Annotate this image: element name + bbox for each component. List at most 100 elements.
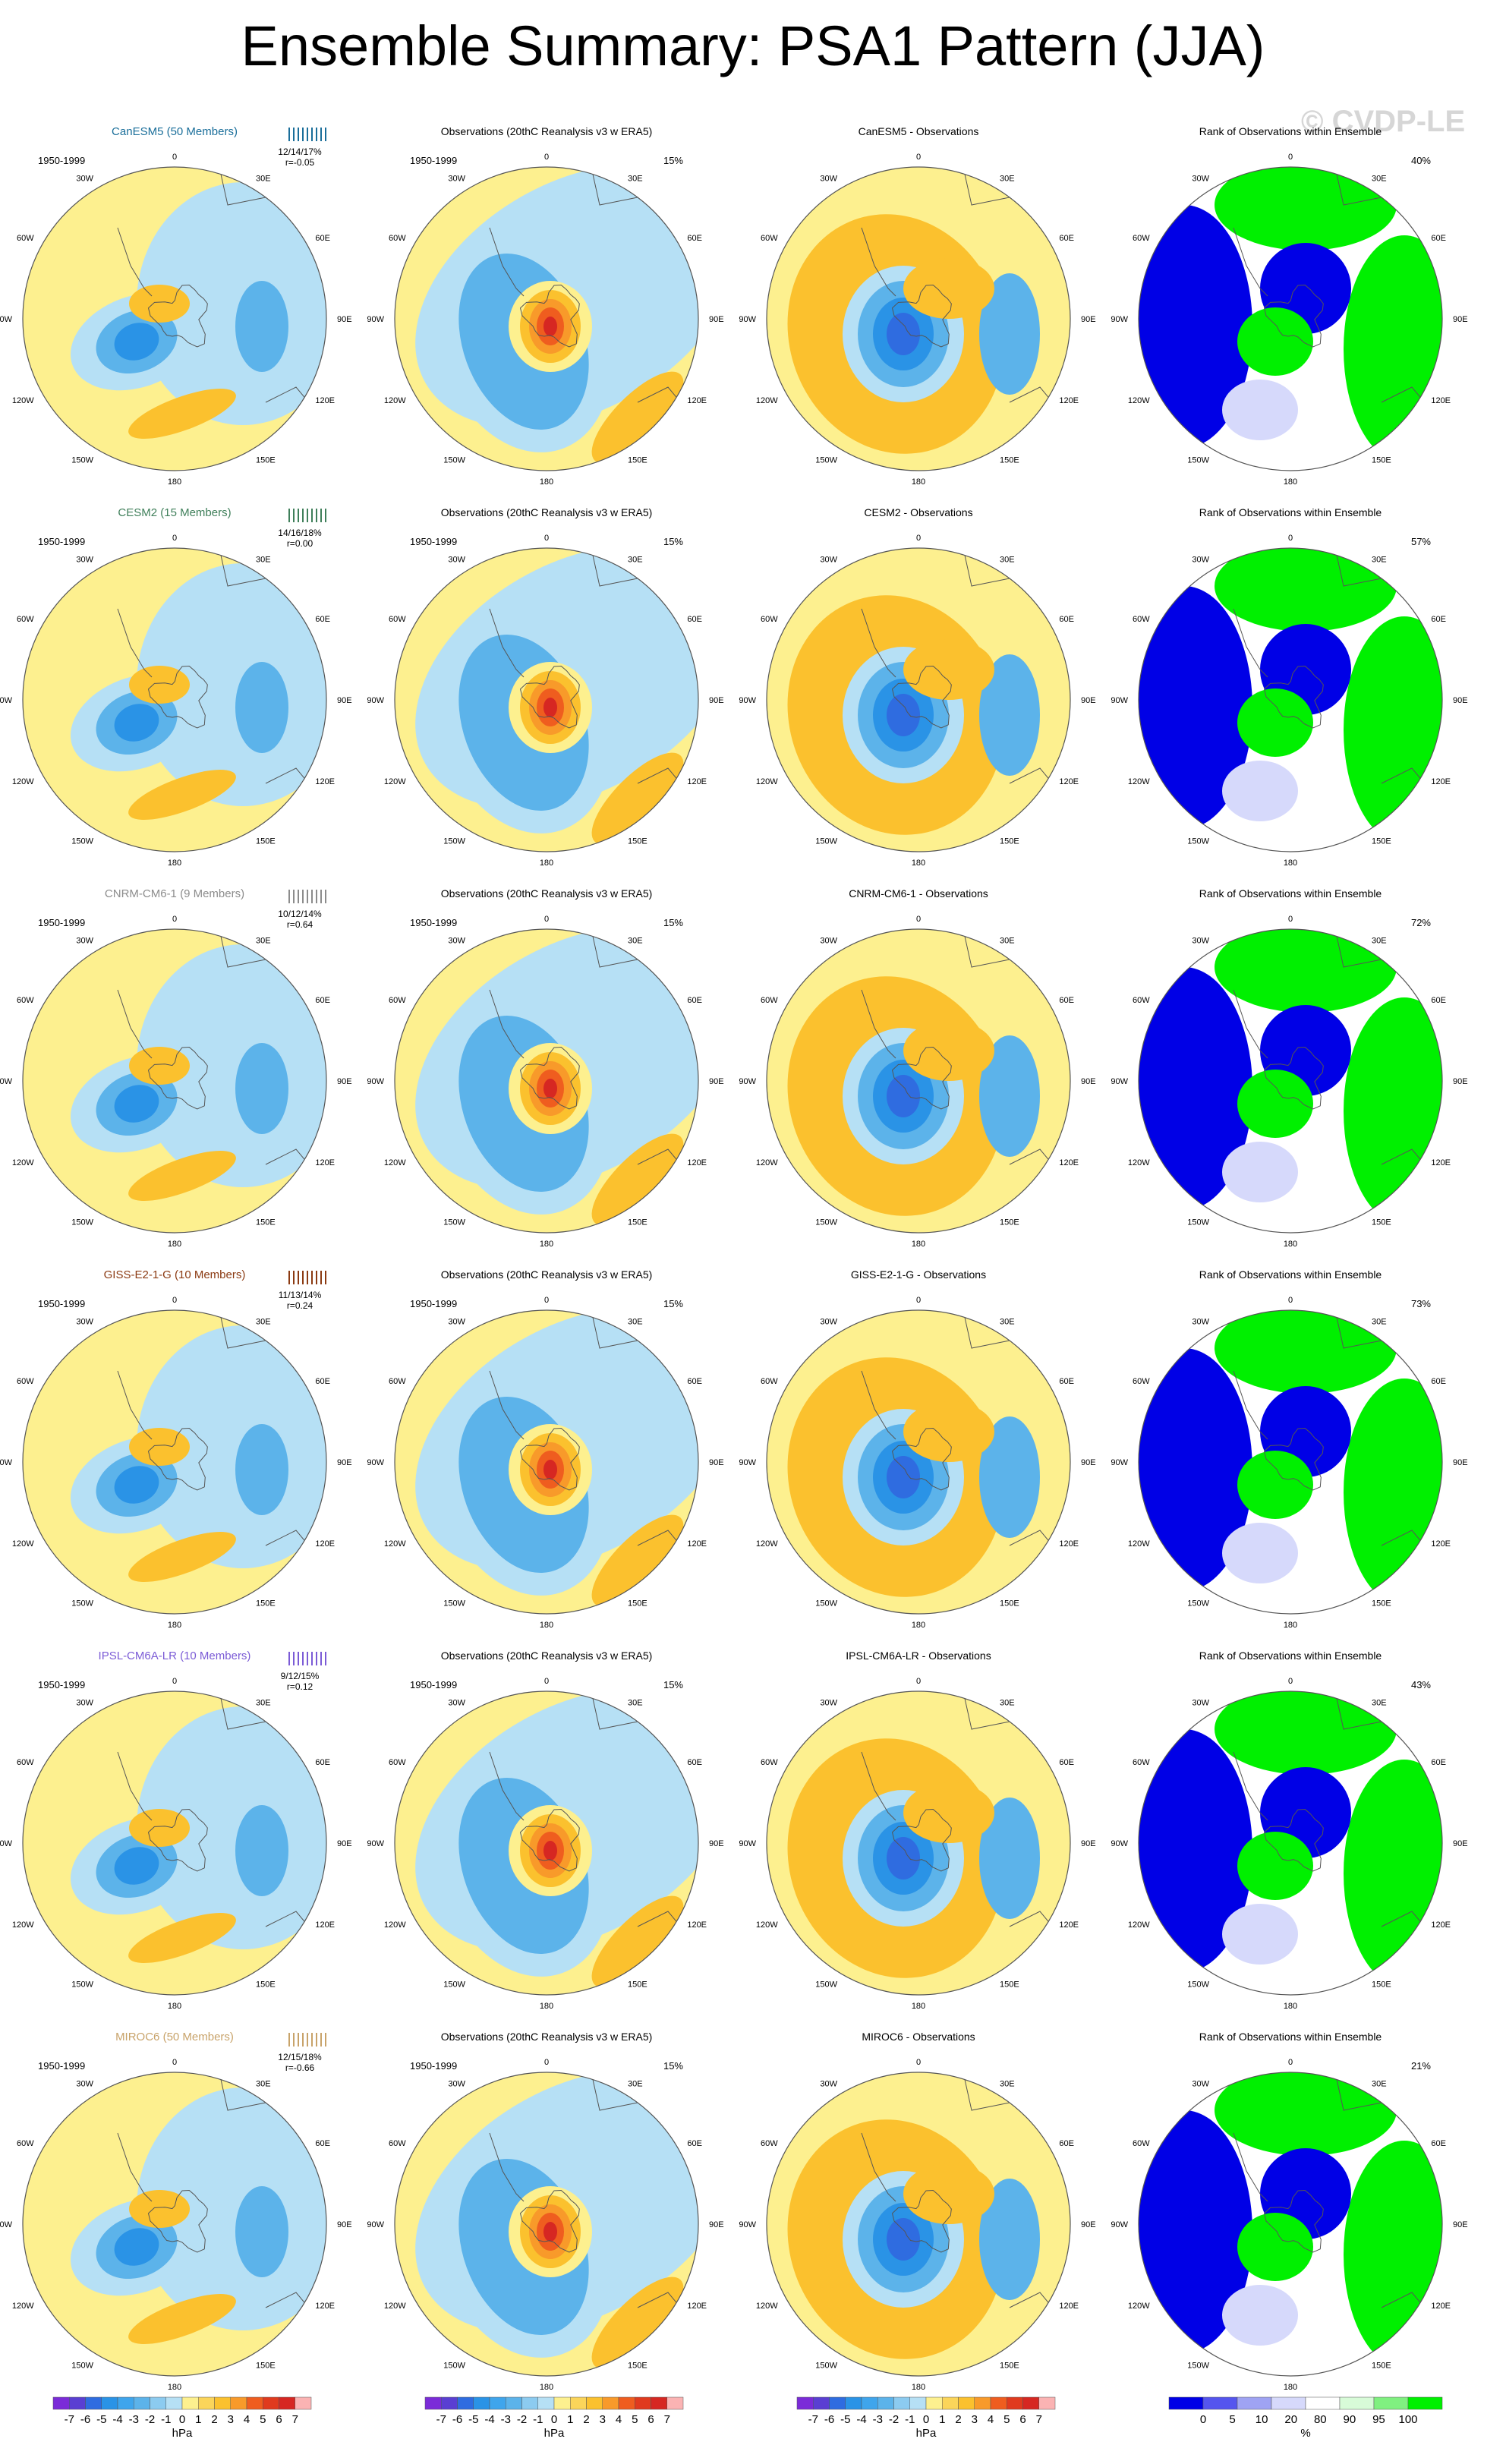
obs-map	[395, 929, 698, 1233]
contour-region	[235, 1805, 288, 1896]
colorbar-cell	[602, 2396, 619, 2410]
contour-region	[903, 258, 994, 319]
colorbar-cell	[457, 2396, 474, 2410]
longitude-label: 150E	[628, 455, 647, 465]
longitude-label: 90W	[0, 1077, 13, 1086]
longitude-label: 60W	[1133, 615, 1150, 624]
longitude-label: 180	[1284, 1240, 1297, 1249]
contour-region	[1215, 2072, 1397, 2156]
map-border	[1138, 547, 1443, 852]
map-border	[1138, 1309, 1443, 1615]
longitude-label: 180	[912, 477, 925, 487]
rank-percent: 21%	[1411, 2060, 1431, 2072]
longitude-label: 90E	[1081, 1077, 1096, 1086]
longitude-label: 120W	[384, 396, 406, 405]
colorbar-tick-label: -1	[905, 2413, 915, 2426]
contour-region	[903, 1401, 994, 1462]
longitude-label: 120E	[1431, 1539, 1451, 1549]
colorbar-tick-label: -6	[452, 2413, 462, 2426]
colorbar-tick-label: 4	[988, 2413, 994, 2426]
rank-percent: 43%	[1411, 1679, 1431, 1690]
longitude-label: 0	[544, 534, 549, 543]
south-america-coastline	[1233, 1751, 1268, 1821]
colorbar-cell	[246, 2396, 263, 2410]
map-border	[1138, 166, 1443, 471]
contour-region	[1215, 1310, 1397, 1394]
model-map	[23, 548, 326, 852]
longitude-label: 120W	[756, 1920, 778, 1930]
longitude-label: 90W	[739, 2220, 756, 2229]
colorbar-cell	[117, 2396, 134, 2410]
south-america-coastline	[489, 1370, 525, 1440]
longitude-label: 180	[168, 1621, 181, 1630]
contour-region	[1237, 688, 1313, 757]
colorbar-tick-label: -6	[824, 2413, 834, 2426]
africa-coastline	[219, 170, 266, 206]
longitude-label: 150E	[256, 455, 276, 465]
longitude-label: 90E	[337, 1077, 352, 1086]
colorbar-tick-label: -2	[145, 2413, 155, 2426]
longitude-label: 60W	[17, 996, 34, 1005]
longitude-label: 120E	[1431, 396, 1451, 405]
contour-region	[591, 1514, 684, 1607]
distribution-tick	[298, 1271, 299, 1284]
diff-title: CanESM5 - Observations	[859, 125, 979, 137]
longitude-label: 30E	[256, 556, 271, 565]
colorbar-cell	[570, 2396, 587, 2410]
longitude-label: 60E	[687, 2139, 702, 2148]
longitude-label: 30W	[76, 1318, 93, 1327]
distribution-tick	[293, 1271, 295, 1284]
rank-map	[1139, 167, 1442, 471]
longitude-label: 120E	[1059, 1158, 1079, 1167]
longitude-label: 150E	[1372, 837, 1391, 846]
longitude-label: 60E	[1059, 1758, 1074, 1767]
model-map	[23, 167, 326, 471]
map-border	[22, 928, 327, 1234]
diff-map	[767, 548, 1070, 852]
ensemble-stats: 11/13/14%	[279, 1290, 322, 1300]
longitude-label: 60W	[761, 1377, 778, 1386]
map-border	[766, 2072, 1071, 2377]
colorbar-tick-label: -6	[80, 2413, 90, 2426]
antarctica-coastline	[147, 1808, 208, 1872]
colorbar-cell	[958, 2396, 975, 2410]
longitude-label: 30W	[448, 2080, 465, 2089]
contour-region	[114, 1847, 159, 1885]
longitude-label: 120E	[1059, 1539, 1079, 1549]
longitude-label: 60W	[389, 1377, 406, 1386]
south-america-coastline	[489, 1751, 525, 1821]
contour-region	[1237, 307, 1313, 376]
contour-region	[903, 2163, 994, 2224]
model-title: CESM2 (15 Members)	[118, 506, 231, 519]
rank-percent: 57%	[1411, 536, 1431, 547]
longitude-label: 30W	[448, 1699, 465, 1708]
longitude-label: 30E	[256, 937, 271, 946]
contour-region	[979, 273, 1040, 395]
south-america-coastline	[117, 1370, 153, 1440]
longitude-label: 120E	[315, 1158, 335, 1167]
longitude-label: 60W	[761, 1758, 778, 1767]
map-border	[766, 547, 1071, 852]
colorbar-cell	[537, 2396, 555, 2410]
longitude-label: 90E	[1453, 1077, 1468, 1086]
longitude-label: 60W	[17, 2139, 34, 2148]
colorbar-tick-label: -5	[840, 2413, 850, 2426]
map-border	[394, 547, 699, 852]
distribution-tick	[311, 509, 313, 522]
colorbar-cell	[829, 2396, 846, 2410]
longitude-label: 90W	[1111, 1077, 1128, 1086]
south-america-coastline	[1233, 608, 1268, 678]
africa-coastline	[591, 551, 638, 587]
longitude-label: 180	[1284, 2383, 1297, 2392]
longitude-label: 150E	[1000, 2361, 1019, 2370]
contour-region	[979, 1798, 1040, 1919]
model-map	[23, 1310, 326, 1614]
longitude-label: 60W	[17, 615, 34, 624]
longitude-label: 150E	[628, 1218, 647, 1227]
colorbar-cell	[651, 2396, 667, 2410]
contour-region	[543, 1460, 557, 1479]
colorbar-cell	[666, 2396, 684, 2410]
longitude-label: 90W	[1111, 315, 1128, 324]
diff-title: MIROC6 - Observations	[862, 2031, 975, 2043]
map-border	[766, 166, 1071, 471]
